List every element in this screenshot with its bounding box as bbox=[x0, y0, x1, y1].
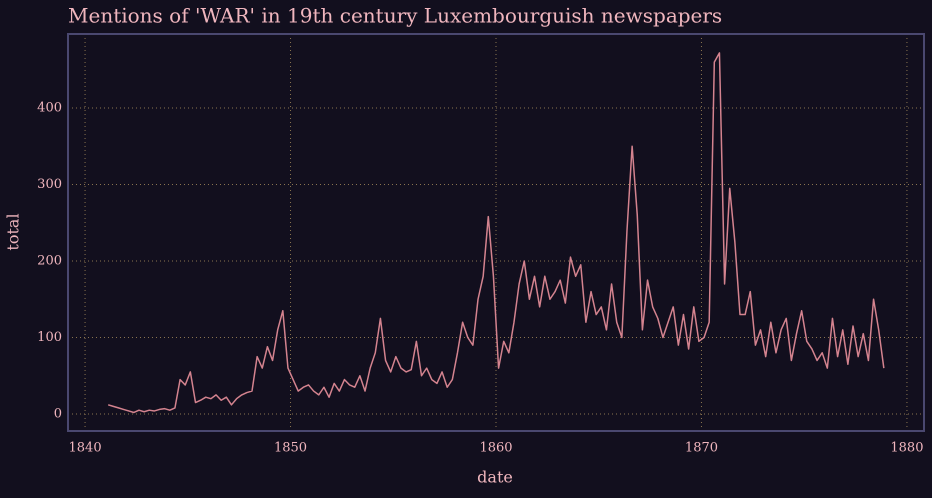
x-axis-label: date bbox=[477, 468, 513, 487]
data-line bbox=[107, 52, 885, 414]
y-tick-label: 100 bbox=[37, 330, 62, 345]
y-axis-label: total bbox=[4, 213, 23, 250]
x-tick-label: 1860 bbox=[479, 441, 512, 456]
x-tick-label: 1870 bbox=[685, 441, 718, 456]
x-tick-label: 1850 bbox=[274, 441, 307, 456]
x-tick-label: 1880 bbox=[890, 441, 923, 456]
y-tick-label: 300 bbox=[37, 177, 62, 192]
plot-frame bbox=[67, 33, 925, 432]
y-tick-label: 400 bbox=[37, 100, 62, 115]
y-tick-label: 200 bbox=[37, 253, 62, 268]
x-tick-label: 1840 bbox=[69, 441, 102, 456]
chart-title: Mentions of 'WAR' in 19th century Luxemb… bbox=[68, 4, 722, 28]
y-tick-label: 0 bbox=[54, 407, 62, 422]
